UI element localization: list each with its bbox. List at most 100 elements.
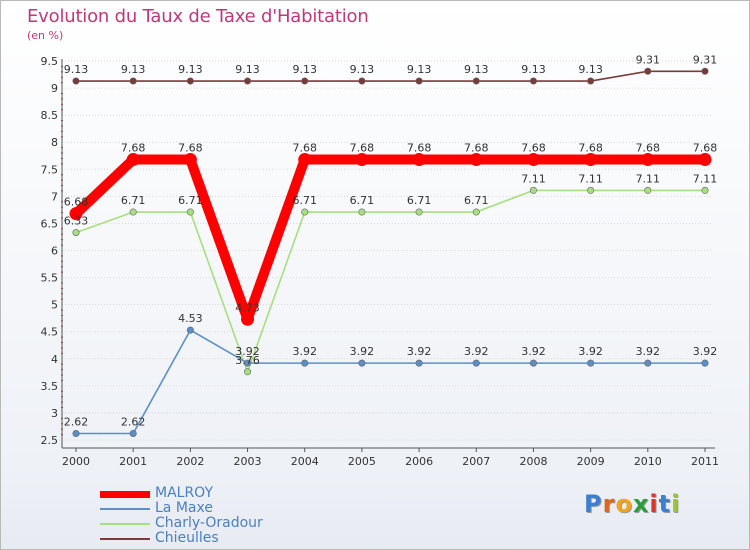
- data-point: [186, 326, 194, 334]
- series-line-malroy: [72, 154, 705, 325]
- x-tick-label: 2003: [234, 455, 262, 468]
- data-point: [129, 77, 137, 85]
- proxiti-logo: Proxiti: [584, 490, 680, 518]
- axes: 2.5 3 3.5 4 4.5 5 5.5 6 6.5 7 7.5 8 8.5 9 9.5 2000 2001 2…: [41, 55, 720, 468]
- data-label: 4.53: [178, 312, 203, 325]
- data-point: [415, 359, 423, 367]
- data-label: 6.71: [407, 194, 432, 207]
- data-point: [415, 208, 423, 216]
- data-label: 3.92: [636, 345, 661, 358]
- data-point: [641, 153, 655, 167]
- data-point: [584, 153, 598, 167]
- data-point: [529, 186, 537, 194]
- y-tick-label: 7: [51, 190, 58, 203]
- y-tick-label: 5: [51, 299, 58, 312]
- data-point: [301, 359, 309, 367]
- data-label: 9.13: [407, 63, 432, 76]
- data-point: [644, 67, 652, 75]
- grid-lines: [62, 60, 713, 441]
- data-point: [186, 208, 194, 216]
- data-point: [412, 153, 426, 167]
- legend: MALROY La Maxe Charly-Oradour Chieulles: [100, 486, 360, 546]
- data-point: [472, 359, 480, 367]
- data-point: [526, 153, 540, 167]
- x-tick-label: 2010: [634, 455, 662, 468]
- legend-swatch: [100, 491, 150, 498]
- data-point: [701, 359, 709, 367]
- x-tick-label: 2000: [62, 455, 90, 468]
- data-label: 9.13: [350, 63, 375, 76]
- data-point: [358, 359, 366, 367]
- series-line-chieulles: [76, 70, 705, 82]
- data-label: 6.71: [121, 194, 146, 207]
- y-tick-label: 8.5: [41, 109, 59, 122]
- data-point: [355, 153, 369, 167]
- data-point: [186, 77, 194, 85]
- data-label: 3.76: [235, 354, 260, 367]
- data-point: [529, 359, 537, 367]
- data-label: 3.92: [350, 345, 375, 358]
- data-label: 9.13: [121, 63, 146, 76]
- data-label: 4.73: [235, 301, 260, 314]
- legend-swatch: [100, 523, 150, 525]
- data-label: 7.68: [350, 142, 375, 155]
- logo-letter: i: [671, 490, 681, 518]
- x-tick-label: 2009: [577, 455, 605, 468]
- data-point: [72, 77, 80, 85]
- data-label: 7.68: [292, 142, 317, 155]
- x-tick-label: 2011: [691, 455, 719, 468]
- data-point: [301, 208, 309, 216]
- data-point: [469, 153, 483, 167]
- y-tick-label: 2.5: [41, 434, 59, 447]
- data-label: 7.68: [407, 142, 432, 155]
- y-tick-label: 9.5: [41, 55, 59, 68]
- x-tick-label: 2007: [462, 455, 490, 468]
- data-label: 7.68: [178, 142, 203, 155]
- data-point: [587, 359, 595, 367]
- legend-label: La Maxe: [155, 500, 213, 516]
- data-label: 3.92: [235, 345, 260, 358]
- data-point: [698, 153, 712, 167]
- data-label: 7.68: [521, 142, 546, 155]
- x-tick-label: 2001: [119, 455, 147, 468]
- data-labels: 6.68 7.68 7.68 4.73 7.68 7.68 7.68 7.68 7.68 7.68…: [64, 53, 718, 428]
- data-label: 3.92: [464, 345, 489, 358]
- data-label: 9.13: [292, 63, 317, 76]
- data-point: [129, 430, 137, 438]
- data-point: [472, 208, 480, 216]
- data-label: 6.71: [292, 194, 317, 207]
- legend-item: Chieulles: [100, 531, 360, 546]
- series-line-charly-oradour: [75, 189, 705, 373]
- data-label: 7.68: [636, 142, 661, 155]
- data-label: 7.11: [578, 172, 603, 185]
- series-line-la-maxe: [76, 329, 705, 435]
- data-label: 3.92: [693, 345, 718, 358]
- y-tick-label: 7.5: [41, 163, 59, 176]
- data-point: [358, 208, 366, 216]
- data-label: 3.92: [292, 345, 317, 358]
- data-point: [183, 153, 197, 167]
- data-point: [129, 208, 137, 216]
- data-point: [126, 153, 140, 167]
- y-tick-label: 4.5: [41, 326, 59, 339]
- y-tick-label: 8: [51, 136, 58, 149]
- data-point: [529, 77, 537, 85]
- logo-letter: x: [632, 490, 650, 518]
- x-tick-label: 2008: [519, 455, 547, 468]
- legend-item: MALROY: [100, 486, 360, 501]
- data-point: [358, 77, 366, 85]
- data-point: [298, 153, 312, 167]
- y-tick-label: 9: [51, 82, 58, 95]
- data-label: 7.68: [121, 142, 146, 155]
- legend-label: Charly-Oradour: [155, 515, 263, 531]
- data-label: 2.62: [64, 416, 89, 429]
- logo-letter: i: [649, 490, 659, 518]
- legend-item: Charly-Oradour: [100, 516, 360, 531]
- legend-label: Chieulles: [155, 530, 219, 546]
- x-tick-label: 2004: [291, 455, 319, 468]
- data-label: 3.92: [521, 345, 546, 358]
- data-label: 6.33: [64, 215, 89, 228]
- data-label: 3.92: [407, 345, 432, 358]
- x-tick-label: 2002: [176, 455, 204, 468]
